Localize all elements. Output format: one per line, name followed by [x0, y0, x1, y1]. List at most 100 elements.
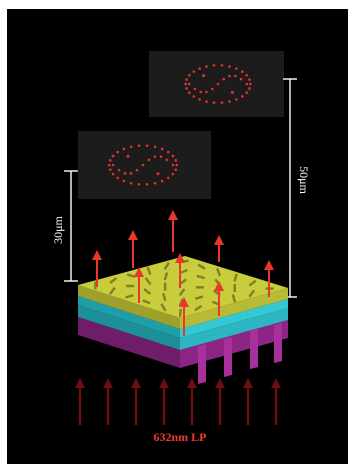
focal-dot: [205, 65, 208, 68]
up-arrow-icon: [159, 378, 169, 425]
focal-dot: [245, 74, 248, 77]
nano-slot: [109, 286, 116, 295]
nano-slot: [179, 268, 188, 275]
up-arrow-icon: [168, 210, 178, 252]
nano-slot: [216, 268, 222, 277]
up-arrow-icon: [271, 378, 281, 425]
up-arrow-icon: [92, 250, 102, 287]
cyan-layer-upper-side: [180, 299, 288, 338]
nano-slot: [161, 292, 167, 302]
focal-dot: [198, 67, 201, 70]
focal-dot: [202, 74, 206, 78]
top-layer-side: [180, 288, 288, 329]
focal-dot: [230, 90, 234, 94]
focal-dot: [107, 163, 111, 167]
focal-dot: [249, 82, 252, 86]
focal-dot: [129, 172, 133, 175]
focal-dot: [166, 150, 170, 154]
up-arrow-icon: [131, 378, 141, 425]
focal-dot: [245, 91, 248, 94]
focal-dot: [245, 82, 249, 86]
focal-plane-far: [149, 51, 284, 117]
focal-dot: [160, 179, 164, 183]
scale-bar-near: [64, 170, 78, 282]
nano-slot: [233, 284, 236, 292]
cyan-layer-lower-front: [78, 305, 180, 350]
focal-dot: [212, 64, 216, 67]
purple-layer-side: [180, 320, 288, 368]
focal-dot: [171, 154, 175, 158]
focal-dot: [137, 183, 141, 186]
focal-dot: [116, 176, 120, 180]
focal-dot: [185, 87, 188, 90]
focal-dot: [220, 64, 224, 67]
nano-slot: [142, 299, 151, 305]
nano-slot: [178, 288, 186, 297]
up-arrow-icon: [243, 378, 253, 425]
yin-yang-dot-pattern-icon: [107, 144, 179, 186]
focal-dot: [108, 168, 112, 171]
focal-dot: [222, 77, 226, 81]
nano-slot: [248, 279, 257, 287]
nano-slot: [146, 266, 152, 275]
focal-dot: [171, 163, 175, 167]
focal-plane-near: [78, 131, 211, 199]
focal-dot: [235, 67, 238, 70]
cyan-layer-upper-front: [78, 296, 180, 338]
focal-dot: [205, 90, 208, 94]
nano-slot: [126, 284, 135, 288]
focal-dot: [129, 181, 133, 185]
nano-slot: [233, 273, 238, 282]
focal-dot: [216, 82, 220, 86]
focal-dot: [111, 172, 115, 176]
focal-dot: [248, 87, 251, 90]
focal-dot: [111, 154, 115, 158]
focal-dot: [126, 154, 130, 158]
focal-dot: [153, 181, 157, 185]
focal-dot: [192, 95, 196, 98]
focal-dot: [233, 74, 237, 78]
focal-dot: [184, 82, 187, 86]
distance-label-far: 50μm: [297, 166, 311, 194]
focal-dot: [145, 144, 149, 147]
nano-slot: [126, 273, 136, 278]
focal-dot: [122, 147, 126, 151]
focal-dot: [188, 74, 191, 77]
up-arrow-icon: [179, 297, 189, 336]
emitted-light-arrows: [92, 210, 274, 336]
focal-dot: [175, 163, 179, 167]
incident-light-arrows: [75, 378, 281, 425]
focal-dot: [171, 172, 175, 176]
focal-dot: [123, 172, 127, 175]
nano-slot: [163, 261, 170, 271]
focal-dot: [235, 98, 238, 101]
nano-slot: [248, 289, 256, 298]
focal-plane-near-panel: [78, 131, 211, 199]
focal-dot: [145, 183, 149, 186]
focal-dot: [174, 168, 178, 171]
focal-dot: [188, 91, 191, 94]
focal-dot: [159, 155, 163, 158]
nano-slot: [125, 294, 134, 299]
focal-dot: [240, 70, 244, 73]
focal-dot: [165, 158, 169, 162]
nano-slot: [109, 277, 118, 284]
nano-slot: [196, 274, 205, 280]
up-arrow-icon: [75, 378, 85, 425]
nano-slot: [197, 263, 206, 270]
focal-dot: [239, 77, 243, 81]
focal-dot: [108, 159, 112, 162]
focal-dot: [248, 78, 251, 81]
up-arrow-icon: [128, 230, 138, 268]
focal-dot: [212, 101, 216, 104]
purple-layer-front: [78, 317, 180, 368]
nano-slot: [163, 272, 169, 281]
focal-dot: [166, 176, 170, 180]
nano-slot: [160, 303, 167, 312]
focal-dot: [117, 168, 121, 172]
focal-dot: [240, 95, 244, 98]
focal-dot: [220, 101, 224, 104]
up-arrow-icon: [215, 378, 225, 425]
focal-dot: [116, 150, 120, 154]
nano-slot: [194, 295, 204, 300]
